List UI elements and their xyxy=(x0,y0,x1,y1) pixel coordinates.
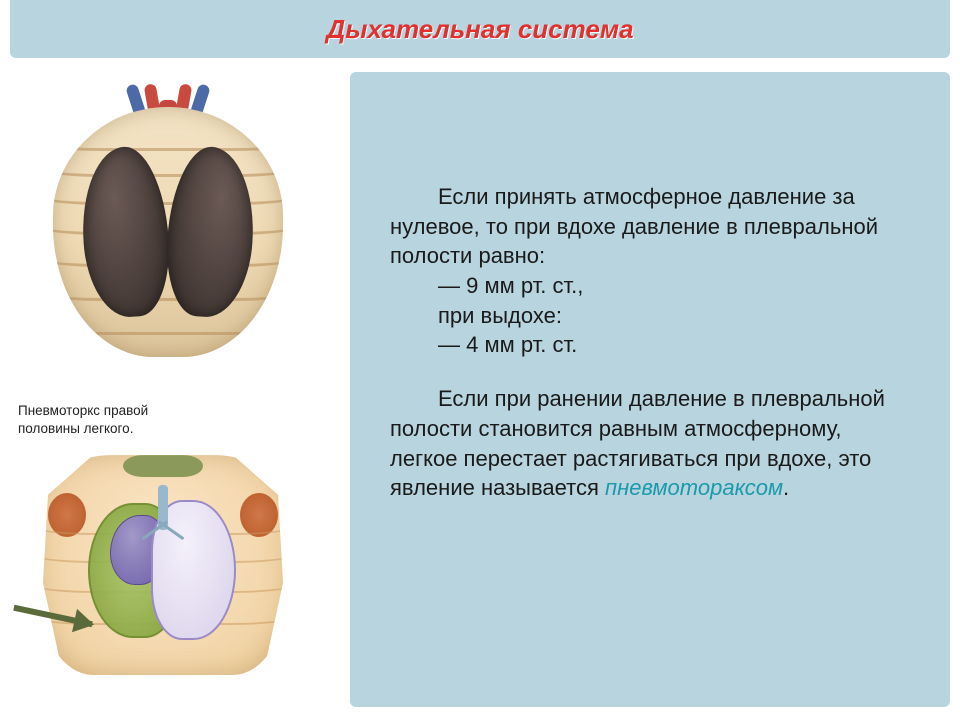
header-bar: Дыхательная система xyxy=(10,0,950,58)
p1-value-inhale: 9 мм рт. ст., xyxy=(390,271,910,301)
figure2-caption-line1: Пневмоторкс правой xyxy=(18,403,148,418)
figure-pneumothorax xyxy=(18,445,308,685)
paragraph-1: Если принять атмосферное давление за нул… xyxy=(390,182,910,360)
torso-outline xyxy=(38,455,288,675)
p2-end: . xyxy=(783,475,789,500)
figure-thorax-open xyxy=(18,72,318,372)
p1-value-exhale: 4 мм рт. ст. xyxy=(390,330,910,360)
neck-section-icon xyxy=(123,455,203,477)
text-panel: Если принять атмосферное давление за нул… xyxy=(350,72,950,707)
figure2-caption-line2: половины легкого. xyxy=(18,421,133,436)
p2-term: пневмотораксом xyxy=(605,475,783,500)
p1-intro: Если принять атмосферное давление за нул… xyxy=(390,182,910,271)
figure2-caption: Пневмоторкс правой половины легкого. xyxy=(18,402,328,437)
page-title: Дыхательная система xyxy=(326,14,633,45)
p1-mid: при выдохе: xyxy=(390,301,910,331)
paragraph-2: Если при ранении давление в плевральной … xyxy=(390,384,910,503)
left-figure-column: Пневмоторкс правой половины легкого. xyxy=(18,72,328,685)
